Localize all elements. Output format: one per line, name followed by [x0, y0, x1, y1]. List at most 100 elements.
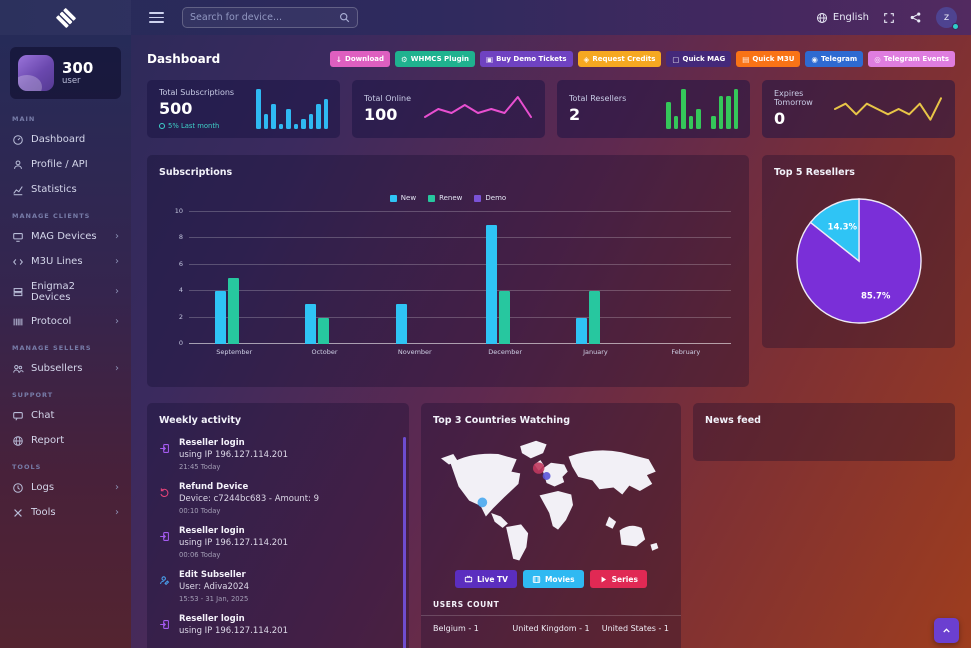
sidebar-item-m3u-lines[interactable]: M3U Lines ›: [10, 249, 121, 274]
user-count: 300: [62, 58, 94, 77]
sidebar-item-subsellers[interactable]: Subsellers ›: [10, 356, 121, 381]
sidebar-item-report[interactable]: Report: [10, 428, 121, 453]
stat-card-total-online: Total Online 100: [352, 80, 545, 138]
series-button[interactable]: Series: [589, 570, 647, 588]
chevron-right-icon: ›: [115, 255, 119, 267]
stat-card-total-resellers: Total Resellers 2: [557, 80, 750, 138]
movies-button[interactable]: Movies: [522, 570, 584, 588]
main-content: Dashboard ↓ Download ⚙ WHMCS Plugin ▣ Buy D…: [131, 35, 971, 648]
map-marker-united-kingdom[interactable]: [532, 462, 545, 474]
stat-trend: 5% Last month: [159, 122, 234, 130]
monitor-icon: [13, 232, 23, 242]
sidebar-item-label: Enigma2 Devices: [31, 280, 76, 303]
chat-icon: [13, 411, 23, 421]
stat-value: 2: [569, 104, 581, 124]
bar-chart-plot: 0 2 4 6 8 10: [165, 207, 731, 347]
refund-icon: [159, 482, 171, 515]
stat-card-total-subscriptions: Total Subscriptions 500 5% Last month: [147, 80, 340, 138]
login-icon: [159, 438, 171, 471]
download-button[interactable]: ↓ Download: [329, 51, 391, 67]
people-icon: [13, 364, 24, 373]
country-count: United Kingdom - 1: [512, 624, 590, 633]
stat-label: Total Online: [364, 93, 412, 103]
sidebar-item-mag-devices[interactable]: MAG Devices ›: [10, 224, 121, 249]
activity-item: Reseller login using IP 196.127.114.201: [159, 614, 397, 639]
chart-legend: New Renew Demo: [159, 194, 737, 202]
sidebar-item-label: Chat: [31, 410, 55, 421]
country-count: United States - 1: [601, 624, 669, 633]
globe-icon: [816, 12, 827, 23]
sidebar-item-protocol[interactable]: Protocol ›: [10, 309, 121, 334]
activity-item: Reseller login using IP 196.127.114.201 21…: [159, 438, 397, 471]
map-marker-united-states[interactable]: [477, 497, 488, 508]
server-icon: [13, 287, 23, 296]
activity-item: Edit Subseller User: Adiva2024 15:53 - 31 …: [159, 570, 397, 603]
scroll-to-top-button[interactable]: [934, 618, 959, 643]
map-marker-belgium[interactable]: [542, 472, 551, 480]
logo-icon: [55, 7, 76, 28]
svg-text:14.3%: 14.3%: [827, 222, 857, 232]
chevron-right-icon: ›: [115, 285, 119, 297]
sidebar-item-statistics[interactable]: Statistics: [10, 177, 121, 202]
user-avatar[interactable]: z: [936, 7, 959, 30]
sidebar-item-enigma2-devices[interactable]: Enigma2 Devices ›: [10, 274, 121, 309]
search-icon[interactable]: [339, 12, 350, 23]
barcode-icon: [13, 318, 23, 325]
user-count-label: user: [62, 76, 81, 87]
buy-demo-tickets-button[interactable]: ▣ Buy Demo Tickets: [479, 51, 573, 67]
users-count-title: USERS COUNT: [433, 600, 500, 609]
section-title-manage-clients: MANAGE CLIENTS: [12, 212, 91, 220]
sidebar-item-label: M3U Lines: [31, 256, 83, 267]
sidebar-item-label: Tools: [31, 507, 56, 518]
resellers-pie-chart: 85.7% 14.3%: [774, 186, 943, 336]
expires-sparkline: [833, 89, 943, 129]
legend-swatch-renew: [428, 194, 436, 202]
badge-label: Buy Demo Tickets: [496, 55, 567, 63]
quick-m3u-button[interactable]: ▤ Quick M3U: [736, 51, 801, 67]
credits-icon: ◈: [583, 54, 590, 64]
request-credits-button[interactable]: ◈ Request Credits: [577, 51, 662, 67]
quick-mag-button[interactable]: ▢ Quick MAG: [666, 51, 732, 67]
avatar-initial: z: [943, 12, 950, 23]
activity-scrollbar[interactable]: [403, 437, 406, 648]
sidebar-item-dashboard[interactable]: Dashboard: [10, 127, 121, 152]
gear-icon: ⚙: [401, 54, 408, 64]
share-icon[interactable]: [909, 11, 922, 24]
section-title-main: MAIN: [12, 115, 36, 123]
sidebar-item-profile-api[interactable]: Profile / API: [10, 152, 121, 177]
stat-value: 100: [364, 104, 398, 124]
subscriptions-chart-card: Subscriptions New Renew Demo 0 2 4 6 8 10 Sep…: [147, 155, 749, 387]
badge-label: WHMCS Plugin: [410, 55, 469, 63]
app-logo[interactable]: [0, 0, 131, 35]
activity-item: Reseller login using IP 196.127.114.201 00…: [159, 526, 397, 559]
search-input[interactable]: [190, 12, 339, 23]
top-resellers-card: Top 5 Resellers 85.7% 14.3%: [762, 155, 955, 348]
telegram-events-button[interactable]: ◎ Telegram Events: [868, 51, 955, 67]
news-feed-card: News feed: [693, 403, 955, 461]
section-title-support: SUPPORT: [12, 391, 54, 399]
sidebar-item-label: Report: [31, 435, 65, 446]
sidebar-item-logs[interactable]: Logs ›: [10, 475, 121, 500]
badge-label: Telegram Events: [883, 55, 949, 63]
sidebar-item-tools[interactable]: Tools ›: [10, 500, 121, 525]
tools-icon: [14, 508, 22, 517]
stat-value: 0: [774, 109, 786, 129]
sidebar-item-chat[interactable]: Chat: [10, 403, 121, 428]
live-tv-button[interactable]: Live TV: [455, 570, 517, 588]
sidebar-item-label: Statistics: [31, 184, 77, 195]
svg-text:85.7%: 85.7%: [860, 292, 890, 302]
m3u-icon: ▤: [742, 54, 750, 64]
ticket-icon: ▣: [485, 54, 494, 64]
legend-label: Demo: [485, 194, 507, 202]
telegram-button[interactable]: ◉ Telegram: [805, 51, 864, 67]
language-selector[interactable]: English: [816, 12, 869, 24]
sidebar-item-label: MAG Devices: [31, 231, 97, 242]
person-icon: [14, 159, 22, 169]
weekly-activity-card: Weekly activity Reseller login using IP 1…: [147, 403, 409, 648]
sidebar-item-label: Profile / API: [31, 159, 88, 170]
menu-toggle-icon[interactable]: [149, 12, 164, 23]
dashboard-icon: [13, 134, 23, 145]
whmcs-plugin-button[interactable]: ⚙ WHMCS Plugin: [395, 51, 475, 67]
fullscreen-icon[interactable]: [883, 12, 895, 24]
subscriptions-sparkline: [256, 89, 328, 129]
